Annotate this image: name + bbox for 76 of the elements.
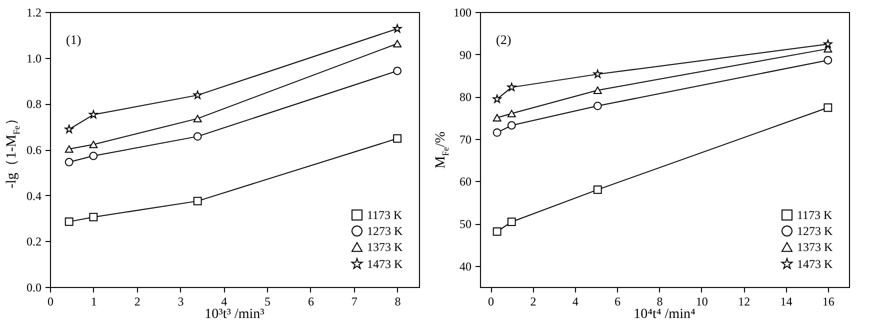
point <box>64 145 74 153</box>
point <box>193 196 202 206</box>
x-tick-label: 10 <box>696 294 708 308</box>
legend-label: 1473 K <box>367 257 403 271</box>
legend-label: 1173 K <box>797 208 833 222</box>
y-tick-label: 90 <box>460 48 472 62</box>
point <box>492 227 502 236</box>
x-tick-label: 2 <box>134 294 140 308</box>
point <box>89 110 98 118</box>
legend-label: 1273 K <box>367 224 403 238</box>
point <box>492 128 502 137</box>
point <box>593 70 602 78</box>
annotation: (1) <box>66 32 82 47</box>
x-tick-label: 14 <box>780 294 792 308</box>
y-tick-label: 70 <box>460 132 472 146</box>
point <box>393 134 402 143</box>
point <box>193 132 202 141</box>
legend-label: 1173 K <box>367 208 403 222</box>
x-tick-label: 0 <box>48 294 54 308</box>
x-tick-label: 3 <box>178 294 184 308</box>
y-tick-label: 100 <box>454 6 472 20</box>
x-tick-label: 1 <box>90 294 97 308</box>
x-axis-title: 10⁴t⁴ /min⁴ <box>632 307 696 323</box>
point <box>193 114 202 122</box>
legend-label: 1373 K <box>367 240 403 254</box>
point <box>492 114 502 122</box>
x-tick-label: 16 <box>822 294 834 308</box>
point <box>64 158 74 166</box>
point <box>393 40 402 48</box>
x-tick-label: 5 <box>264 294 271 308</box>
x-tick-label: 8 <box>394 294 401 308</box>
point <box>507 110 516 118</box>
point <box>64 124 74 134</box>
point <box>824 45 832 53</box>
point <box>593 185 602 194</box>
x-tick-label: 6 <box>614 294 621 308</box>
point <box>89 140 98 148</box>
y-tick-label: 0.6 <box>26 143 42 157</box>
point <box>593 86 602 94</box>
x-tick-label: 4 <box>572 294 578 308</box>
y-tick-label: 50 <box>460 217 472 232</box>
x-tick-label: 7 <box>351 294 358 308</box>
point <box>64 217 74 226</box>
point <box>824 103 832 112</box>
point <box>507 121 516 130</box>
y-tick-label: 0.4 <box>26 188 42 203</box>
annotation: (2) <box>496 32 512 47</box>
point <box>393 66 402 76</box>
legend-label: 1373 K <box>797 240 833 254</box>
x-tick-label: 12 <box>738 294 750 308</box>
y-tick-label: 40 <box>460 259 472 274</box>
point <box>593 102 602 110</box>
point <box>824 56 832 64</box>
legend-label: 1273 K <box>797 224 833 238</box>
y-tick-label: 60 <box>460 174 472 189</box>
point <box>824 40 832 48</box>
y-tick-label: 0.0 <box>26 280 42 294</box>
point <box>507 82 516 92</box>
point <box>392 24 402 33</box>
y-tick-label: 0.2 <box>26 234 42 249</box>
y-tick-label: 0.8 <box>26 97 42 112</box>
x-tick-label: 2 <box>530 294 536 308</box>
point <box>193 90 202 99</box>
point <box>507 218 516 226</box>
y-tick-label: 1.2 <box>26 6 42 20</box>
point <box>89 212 98 222</box>
legend-label: 1473 K <box>797 257 833 271</box>
x-tick-label: 4 <box>221 294 228 308</box>
y-tick-label: 1.0 <box>26 51 42 66</box>
x-axis-title: 10³t³ /min³ <box>204 307 266 323</box>
y-tick-label: 80 <box>460 90 472 104</box>
x-tick-label: 8 <box>656 294 663 308</box>
x-tick-label: 6 <box>308 294 314 308</box>
point <box>89 152 98 160</box>
x-tick-label: 0 <box>488 294 494 308</box>
point <box>492 94 502 103</box>
